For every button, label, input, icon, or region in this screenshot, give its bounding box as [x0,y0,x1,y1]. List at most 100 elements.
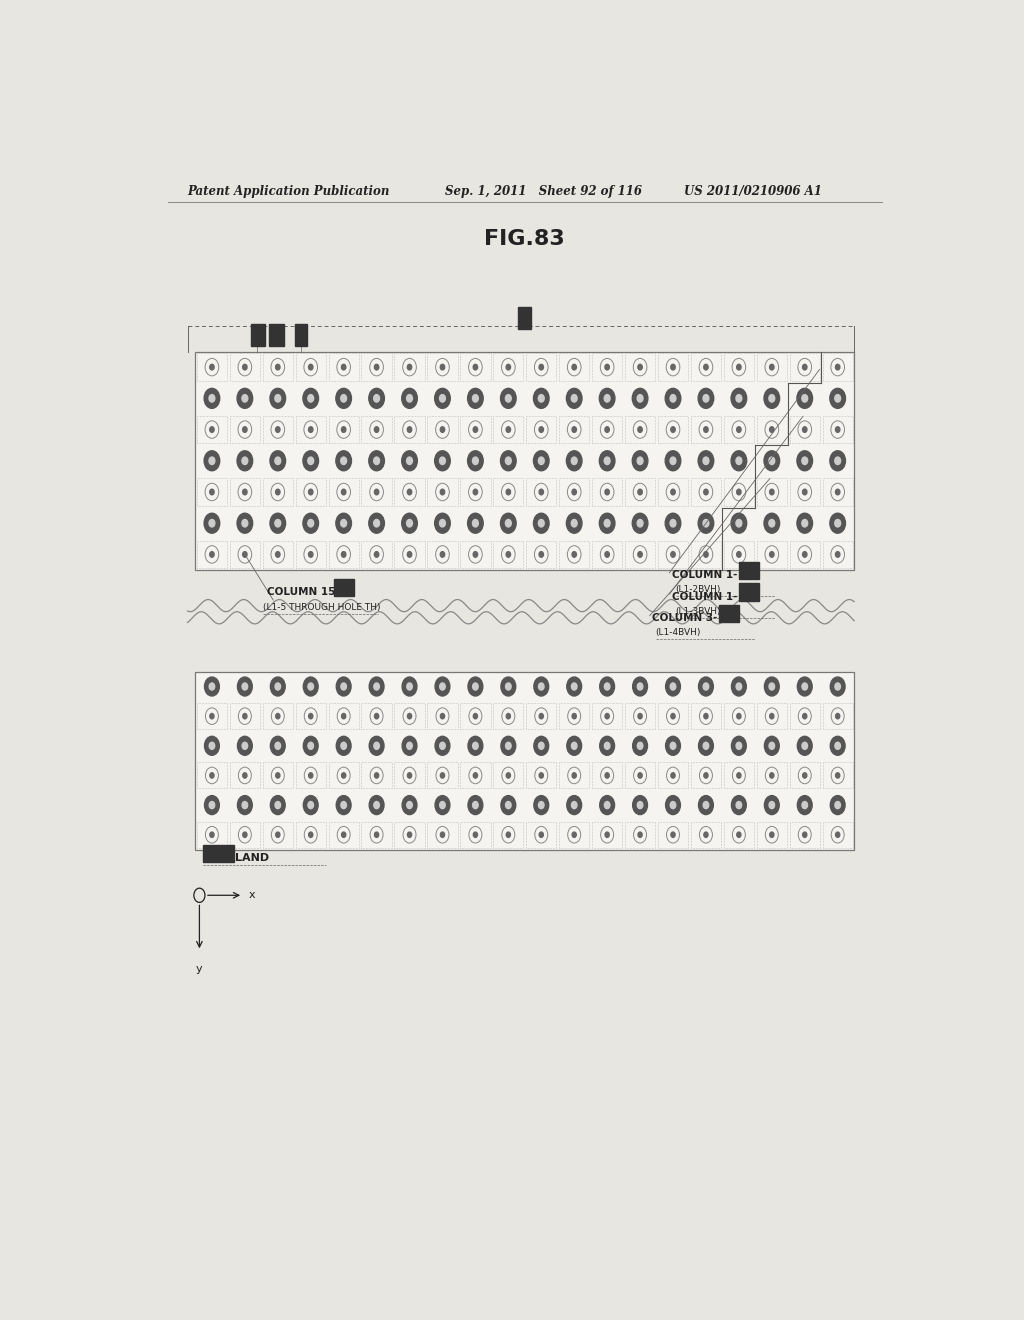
Circle shape [803,832,807,837]
Circle shape [342,714,346,719]
Bar [197,704,227,729]
Bar [657,821,688,847]
Circle shape [835,520,841,527]
Circle shape [803,490,807,495]
Circle shape [506,520,511,527]
Bar [625,763,655,788]
Circle shape [473,364,477,370]
Circle shape [408,426,412,433]
Circle shape [572,426,577,433]
Circle shape [243,832,247,837]
Circle shape [408,490,412,495]
Bar [204,846,233,862]
Bar [518,306,531,329]
Circle shape [275,364,280,370]
Circle shape [468,388,483,408]
Circle shape [770,490,774,495]
Circle shape [703,490,709,495]
Circle shape [830,796,845,814]
Bar [724,478,754,506]
Bar [691,416,721,444]
Circle shape [375,832,379,837]
Circle shape [737,772,741,777]
Bar [625,478,655,506]
Circle shape [802,520,808,527]
Bar [790,478,820,506]
Circle shape [270,737,286,755]
Circle shape [341,801,346,809]
Circle shape [835,742,841,750]
Bar [361,763,392,788]
Circle shape [703,682,709,690]
Circle shape [506,395,511,403]
Circle shape [737,832,741,837]
Bar [657,541,688,568]
Text: COLUMN 3-: COLUMN 3- [652,612,717,623]
Circle shape [633,677,647,696]
Circle shape [341,426,346,433]
Bar [460,354,490,381]
Circle shape [308,832,312,837]
Circle shape [798,737,812,755]
Circle shape [308,742,313,750]
Circle shape [205,796,219,814]
Circle shape [407,682,413,690]
Circle shape [835,395,841,403]
Bar [724,821,754,847]
Text: y: y [197,965,203,974]
Circle shape [671,426,675,433]
Circle shape [539,395,544,403]
Text: COLUMN 1-: COLUMN 1- [672,570,737,581]
Bar [592,354,623,381]
Bar [427,821,458,847]
Circle shape [270,513,286,533]
Circle shape [835,457,841,465]
Circle shape [638,772,642,777]
Circle shape [633,796,647,814]
Bar [329,704,358,729]
Bar [394,704,425,729]
Circle shape [769,457,775,465]
Circle shape [472,520,478,527]
Circle shape [736,364,741,370]
Circle shape [836,772,840,777]
Circle shape [604,801,610,809]
Circle shape [540,772,544,777]
Circle shape [605,772,609,777]
Circle shape [632,388,648,408]
Circle shape [731,677,746,696]
Circle shape [434,513,451,533]
Circle shape [303,388,318,408]
Circle shape [600,677,614,696]
Circle shape [703,742,709,750]
Bar [822,763,853,788]
Circle shape [473,772,477,777]
Circle shape [375,490,379,495]
Circle shape [439,395,445,403]
Circle shape [275,552,280,557]
Circle shape [638,714,642,719]
Bar [295,325,307,346]
Circle shape [439,457,445,465]
Circle shape [566,451,582,471]
Circle shape [736,552,741,557]
Circle shape [242,801,248,809]
Bar [196,351,854,570]
Bar [197,354,227,381]
Bar [262,416,293,444]
Circle shape [829,513,846,533]
Circle shape [605,832,609,837]
Circle shape [370,796,384,814]
Circle shape [242,395,248,403]
Bar [394,821,425,847]
Circle shape [408,832,412,837]
Circle shape [270,677,286,696]
Circle shape [238,737,252,755]
Bar [394,541,425,568]
Circle shape [506,772,510,777]
Bar [625,541,655,568]
Bar [197,541,227,568]
Circle shape [210,832,214,837]
Bar [329,478,358,506]
Bar [494,763,523,788]
